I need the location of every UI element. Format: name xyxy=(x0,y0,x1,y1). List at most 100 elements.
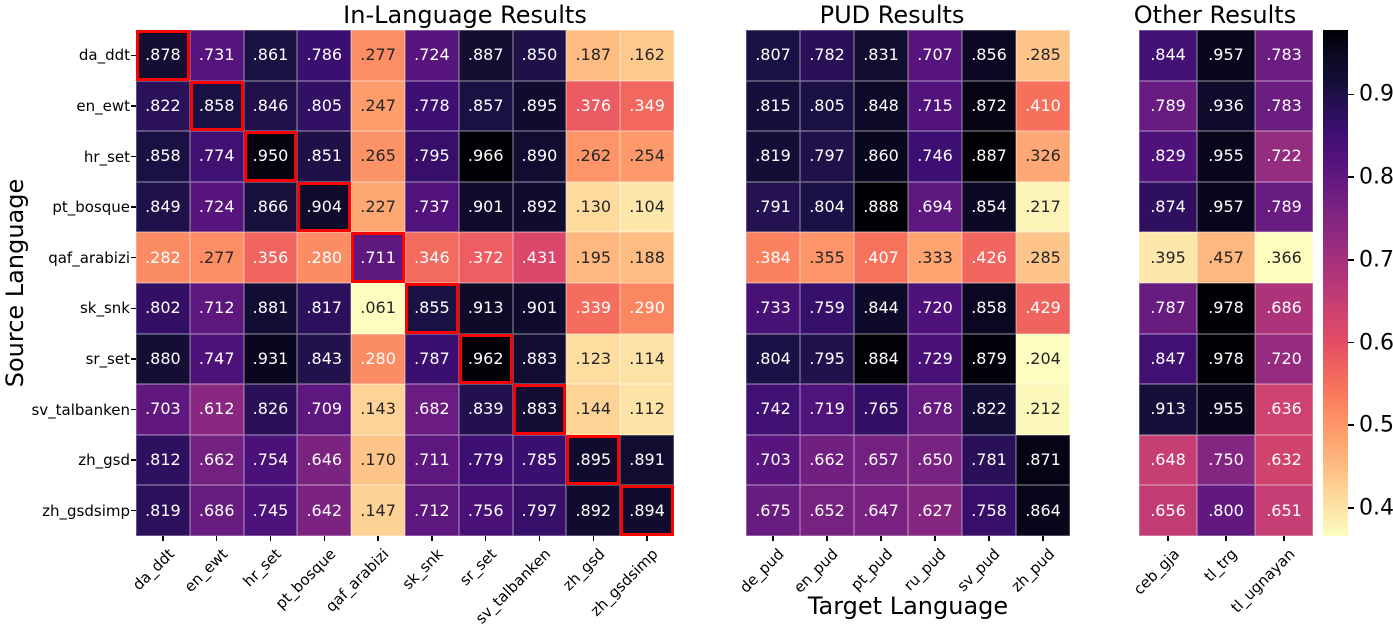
heatmap-cell: .715 xyxy=(908,80,962,132)
cell-value: .805 xyxy=(809,95,845,115)
heatmap-cell: .789 xyxy=(1139,80,1197,132)
cell-value: .675 xyxy=(755,500,791,520)
cell-value: .829 xyxy=(1150,146,1186,166)
heatmap-cell: .850 xyxy=(512,30,567,81)
cell-value: .779 xyxy=(467,450,504,470)
cell-value: .817 xyxy=(306,298,343,318)
heatmap-cell: .789 xyxy=(1255,181,1313,233)
heatmap-cell: .785 xyxy=(512,434,567,486)
heatmap-cell: .812 xyxy=(136,434,190,486)
colorbar-tick-mark xyxy=(1348,341,1354,344)
heatmap-cell: .722 xyxy=(1255,131,1313,182)
x-tick-mark xyxy=(484,536,487,541)
cell-value: .339 xyxy=(575,298,612,318)
x-tick-mark xyxy=(269,536,272,541)
y-tick-mark xyxy=(131,206,136,208)
cell-value: .711 xyxy=(360,247,396,267)
cell-value: .894 xyxy=(629,500,665,520)
cell-value: .797 xyxy=(809,146,845,166)
x-tick-mark xyxy=(215,536,218,541)
heatmap-cell: .636 xyxy=(1255,384,1313,435)
cell-value: .786 xyxy=(306,45,343,65)
cell-value: .123 xyxy=(575,348,612,368)
cell-value: .858 xyxy=(198,95,235,115)
cell-value: .797 xyxy=(521,500,558,520)
cell-value: .410 xyxy=(1025,95,1061,115)
heatmap-cell: .860 xyxy=(854,131,908,182)
cell-value: .880 xyxy=(145,348,181,368)
cell-value: .144 xyxy=(575,399,612,419)
cell-value: .170 xyxy=(360,450,396,470)
heatmap-cell: .410 xyxy=(1016,80,1070,132)
x-tick-mark xyxy=(934,536,936,541)
heatmap-cell: .822 xyxy=(136,80,190,132)
cell-value: .195 xyxy=(575,247,612,267)
heatmap-cell: .130 xyxy=(566,181,621,233)
cell-value: .778 xyxy=(414,95,450,115)
heatmap-cell: .280 xyxy=(297,232,352,283)
heatmap-cell: .407 xyxy=(854,232,908,283)
colorbar-tick-label: 0.7 xyxy=(1359,247,1393,273)
heatmap-cell: .349 xyxy=(620,80,674,132)
x-tick-mark xyxy=(1225,536,1227,541)
cell-value: .804 xyxy=(755,348,791,368)
heatmap-cell: .774 xyxy=(189,131,244,182)
cell-value: .627 xyxy=(917,500,953,520)
cell-value: .807 xyxy=(755,45,791,65)
heatmap-cell: .282 xyxy=(136,232,190,283)
cell-value: .890 xyxy=(521,146,558,166)
heatmap-cell: .694 xyxy=(908,181,962,233)
cell-value: .457 xyxy=(1208,247,1244,267)
heatmap-cell: .931 xyxy=(243,333,298,385)
cell-value: .285 xyxy=(1025,247,1061,267)
cell-value: .349 xyxy=(629,95,665,115)
y-tick-label: da_ddt xyxy=(78,46,130,65)
cell-value: .686 xyxy=(1266,298,1302,318)
heatmap-cell: .786 xyxy=(297,30,352,81)
y-tick-label: pt_bosque xyxy=(52,198,130,217)
heatmap-cell: .826 xyxy=(243,384,298,435)
heatmap-cell: .285 xyxy=(1016,232,1070,283)
heatmap-cell: .815 xyxy=(746,80,800,132)
cell-value: .709 xyxy=(306,399,343,419)
x-tick-label: hr_set xyxy=(239,545,286,591)
y-tick-mark xyxy=(131,307,136,310)
heatmap-cell: .955 xyxy=(1197,384,1255,435)
cell-value: .844 xyxy=(863,298,899,318)
cell-value: .061 xyxy=(360,298,396,318)
cell-value: .936 xyxy=(1208,95,1244,115)
heatmap-cell: .686 xyxy=(1255,282,1313,334)
cell-value: .955 xyxy=(1208,399,1244,419)
heatmap-cell: .950 xyxy=(243,131,298,182)
heatmap-cell: .819 xyxy=(746,131,800,182)
heatmap-cell: .675 xyxy=(746,485,800,536)
cell-value: .745 xyxy=(252,500,289,520)
heatmap-cell: .892 xyxy=(566,485,621,536)
cell-value: .426 xyxy=(971,247,1007,267)
heatmap-cell: .333 xyxy=(908,232,962,283)
y-tick-mark xyxy=(131,509,136,512)
heatmap-cell: .800 xyxy=(1197,485,1255,536)
cell-value: .826 xyxy=(252,399,289,419)
x-axis-label: Target Language xyxy=(807,592,1009,620)
heatmap-cell: .662 xyxy=(800,434,854,486)
x-tick-label: sr_set xyxy=(456,545,501,590)
cell-value: .895 xyxy=(521,95,558,115)
heatmap-cell: .861 xyxy=(243,30,298,81)
cell-value: .892 xyxy=(521,197,558,217)
cell-value: .715 xyxy=(917,95,953,115)
colorbar-tick-mark xyxy=(1348,259,1354,261)
heatmap-cell: .724 xyxy=(404,30,459,81)
heatmap-other: .844 .957 .783 .789 .936 .783 .829 .955 .722 .874… xyxy=(1139,30,1313,536)
cell-value: .204 xyxy=(1025,348,1061,368)
heatmap-cell: .709 xyxy=(297,384,352,435)
heatmap-cell: .879 xyxy=(962,333,1016,385)
heatmap-cell: .913 xyxy=(458,282,513,334)
x-tick-label: pt_pud xyxy=(846,545,896,595)
heatmap-cell: .143 xyxy=(351,384,405,435)
cell-value: .895 xyxy=(575,450,612,470)
cell-value: .742 xyxy=(755,399,791,419)
heatmap-cell: .195 xyxy=(566,232,621,283)
cell-value: .130 xyxy=(575,197,612,217)
heatmap-cell: .162 xyxy=(620,30,674,81)
